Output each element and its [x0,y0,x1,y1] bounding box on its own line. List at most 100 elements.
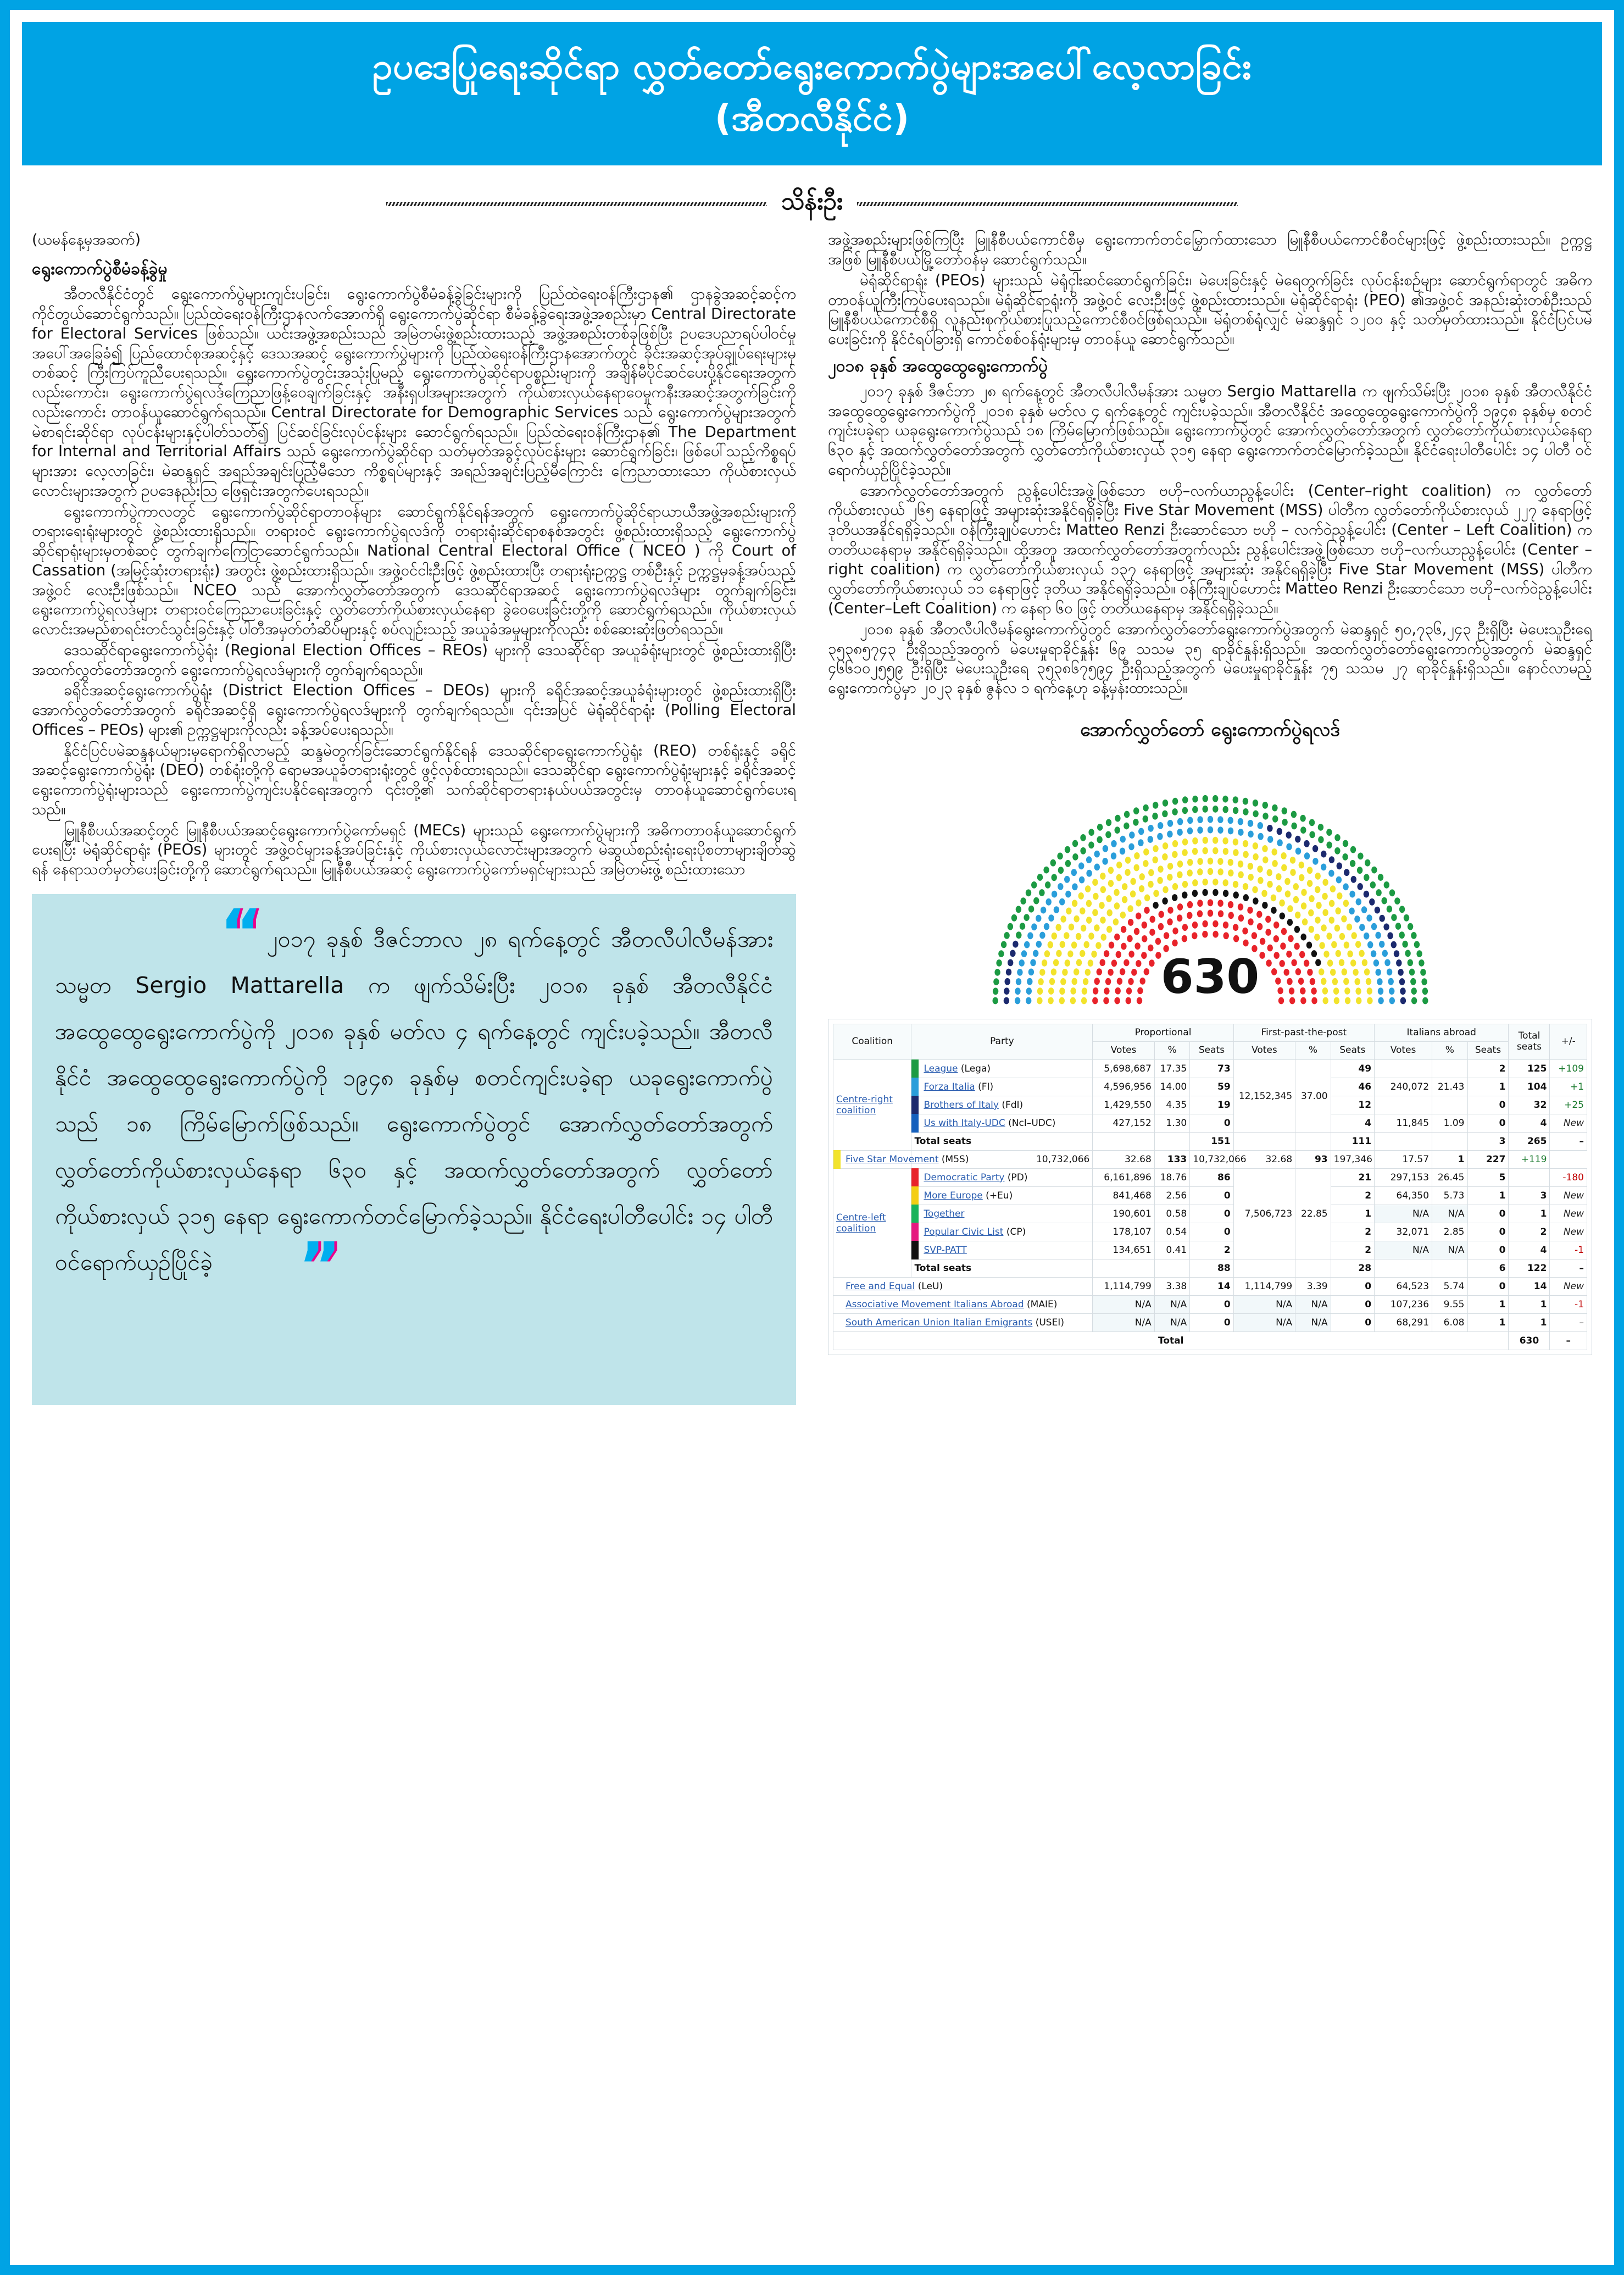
seat-change: -1 [1549,1295,1587,1314]
party-color-swatch [911,1241,919,1260]
pull-quote-text-wrapper: ““၂၀၁၇ ခုနှစ် ဒီဇင်ဘာလ ၂၈ ရက်နေ့တွင် အီတ… [55,901,773,1299]
hemicycle-svg [992,795,1428,1005]
chart-title: အောက်လွှတ်တော် ရွေးကောက်ပွဲရလဒ် [1080,718,1340,741]
abroad-votes: N/A [1374,1205,1433,1224]
page-header: ဥပဒေပြုရေးဆိုင်ရာ လွှတ်တော်ရွေးကောက်ပွဲမ… [22,22,1602,166]
party-abbrev: (FdI) [998,1100,1024,1111]
abroad-pct: N/A [1432,1205,1468,1224]
party-color-swatch [911,1078,919,1097]
party-link[interactable]: South American Union Italian Emigrants [846,1317,1033,1329]
prop-votes: N/A [1092,1295,1155,1314]
seat-change: New [1549,1186,1587,1206]
party-abbrev: (PD) [1004,1172,1028,1184]
table-row: Centre-left coalition Democratic Party (P… [832,1168,1587,1278]
fptp-pct: N/A [1295,1295,1331,1314]
article-columns: (ယမန်နေ့မှအဆက်) ရွေးကောက်ပွဲစီမံခန့်ခွဲမ… [10,225,1614,1405]
th-total-seats: Total seats [1508,1023,1550,1061]
fptp-votes: N/A [1233,1313,1296,1333]
paragraph: မဲရုံဆိုင်ရာရုံး (PEOs) များသည် မဲရုံငှါ… [828,271,1592,348]
total-seats: 227 [1467,1150,1509,1169]
party-abbrev: (MAIE) [1024,1299,1058,1311]
abroad-seats: 0 [1467,1205,1509,1224]
coalition-cell: Centre-right coalition [832,1059,912,1151]
prop-pct: N/A [1154,1295,1191,1314]
page-subtitle: (အီတလီနိုင်ငံ) [714,96,910,139]
fptp-seats: 2 [1330,1186,1375,1206]
fptp-pct: 22.85 [1295,1168,1331,1260]
party-link[interactable]: Brothers of Italy [924,1100,999,1111]
party-link[interactable]: More Europe [924,1190,983,1202]
party-link[interactable]: SVP-PATT [924,1245,967,1256]
party-name-cell: Associative Movement Italians Abroad (MA… [832,1295,1093,1314]
party-name-cell: Free and Equal (LeU) [832,1277,1093,1296]
abroad-seats: 1 [1467,1313,1509,1333]
coalition-link[interactable]: Centre-left coalition [836,1212,886,1234]
fptp-seats: 2 [1330,1223,1375,1242]
prop-votes: 134,651 [1092,1241,1155,1260]
blank [1154,1259,1191,1278]
party-link[interactable]: Us with Italy-UDC [924,1118,1005,1129]
blank [1295,1259,1331,1278]
party-link[interactable]: Popular Civic List [924,1227,1004,1238]
prop-votes: 1,429,550 [1092,1096,1155,1115]
coalition-link[interactable]: Centre-right coalition [836,1094,893,1117]
seat-change: -180 [1549,1168,1587,1188]
author-name: သိန်းဦး [781,187,843,216]
abroad-pct: 6.08 [1432,1313,1468,1333]
table-body: Centre-right coalition League (Lega) 5,698… [832,1059,1587,1351]
table-row: South American Union Italian Emigrants (… [832,1313,1587,1333]
blank [1295,1132,1331,1151]
seat-change: – [1549,1313,1587,1333]
party-name-cell: Brothers of Italy (FdI) [911,1096,1093,1115]
abroad-seats: 0 [1467,1241,1509,1260]
fptp-seats: 1 [1330,1205,1375,1224]
party-link[interactable]: Free and Equal [846,1281,915,1292]
prop-votes: 4,596,956 [1092,1078,1155,1097]
prop-seats: 0 [1189,1205,1234,1224]
th-abroad-seats: Seats [1467,1041,1509,1061]
left-column: (ယမန်နေ့မှအဆက်) ရွေးကောက်ပွဲစီမံခန့်ခွဲမ… [32,230,796,1405]
fptp-pct: N/A [1295,1313,1331,1333]
pull-quote-box: ““၂၀၁၇ ခုနှစ် ဒီဇင်ဘာလ ၂၈ ရက်နေ့တွင် အီတ… [32,894,796,1405]
party-link[interactable]: Five Star Movement [846,1154,939,1166]
seat-change: New [1549,1114,1587,1133]
right-column: အဖွဲ့အစည်းများဖြစ်ကြပြီး မြူနီစီပယ်ကောင်… [828,230,1592,1356]
seat-change: -1 [1549,1241,1587,1260]
party-name-cell: Popular Civic List (CP) [911,1223,1093,1242]
prop-pct: N/A [1154,1313,1191,1333]
prop-votes: N/A [1092,1313,1155,1333]
abroad-pct: 21.43 [1432,1078,1468,1097]
paragraph: မြူနီစီပယ်အဆင့်တွင် မြူနီစီပယ်အဆင့်ရွေးက… [32,821,796,879]
th-abroad-votes: Votes [1374,1041,1433,1061]
blank [1092,1132,1155,1151]
party-link[interactable]: Associative Movement Italians Abroad [846,1299,1024,1311]
abroad-votes: 107,236 [1374,1295,1433,1314]
total-seats: 2 [1508,1223,1550,1242]
paragraph: ၂၀၁၇ ခုနှစ် ဒီဇင်ဘာ ၂၈ ရက်နေ့တွင် အီတလီပ… [828,382,1592,479]
table-row: Popular Civic List (CP) 178,107 0.54 0 2 32,0… [833,1223,1587,1242]
th-prop-pct: % [1154,1041,1191,1061]
chamber-seat-chart: အောက်လွှတ်တော် ရွေးကောက်ပွဲရလဒ် 630 [828,717,1592,1009]
prop-pct: 0.54 [1154,1223,1191,1242]
hemicycle-diagram: 630 [916,751,1504,1009]
party-link[interactable]: Together [924,1208,965,1220]
th-fptp-seats: Seats [1330,1041,1375,1061]
party-abbrev: (+Eu) [982,1190,1013,1202]
total-seats-label: Total seats [911,1132,1093,1151]
party-name-cell: More Europe (+Eu) [911,1186,1093,1206]
party-link[interactable]: League [924,1063,958,1075]
party-link[interactable]: Forza Italia [924,1081,975,1093]
prop-seats: 19 [1189,1096,1234,1115]
party-name-cell: Five Star Movement (M5S) [832,1150,969,1169]
prop-votes: 1,114,799 [1092,1277,1155,1296]
party-link[interactable]: Democratic Party [924,1172,1005,1184]
prop-pct: 4.35 [1154,1096,1191,1115]
fptp-pct: 37.00 [1295,1059,1331,1133]
prop-seats: 86 [1189,1168,1234,1188]
prop-votes: 178,107 [1092,1223,1155,1242]
paragraph: အဖွဲ့အစည်းများဖြစ်ကြပြီး မြူနီစီပယ်ကောင်… [828,231,1592,269]
seat-change: +109 [1549,1059,1587,1079]
fptp-seats: 12 [1330,1096,1375,1115]
party-color-swatch [911,1168,919,1188]
